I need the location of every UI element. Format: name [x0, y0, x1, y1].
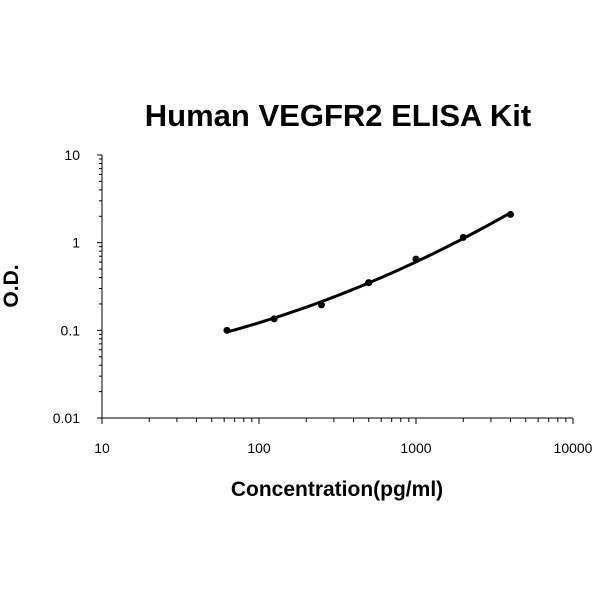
x-tick-label: 100: [247, 440, 271, 456]
y-axis-label: O.D.: [0, 264, 23, 307]
data-point: [507, 210, 515, 218]
data-point: [317, 301, 325, 309]
y-tick-label: 10: [64, 147, 80, 163]
fit-curve: [225, 211, 513, 334]
x-tick-label: 10: [94, 440, 110, 456]
data-point: [223, 326, 231, 334]
data-point: [412, 255, 420, 263]
data-point: [270, 315, 278, 323]
y-ticks: 0.01 0.1 1 10: [53, 147, 102, 426]
data-point: [459, 233, 467, 241]
x-tick-label: 1000: [400, 440, 431, 456]
y-tick-label: 0.01: [53, 410, 80, 426]
y-tick-label: 1: [72, 235, 80, 251]
x-axis-label: Concentration(pg/ml): [231, 478, 443, 501]
data-point: [365, 279, 373, 287]
chart-title: Human VEGFR2 ELISA Kit: [145, 98, 531, 133]
x-ticks: 10 100 1000 10000: [94, 418, 593, 456]
data-series: [223, 210, 515, 334]
y-tick-label: 0.1: [61, 322, 81, 338]
x-tick-label: 10000: [554, 440, 593, 456]
